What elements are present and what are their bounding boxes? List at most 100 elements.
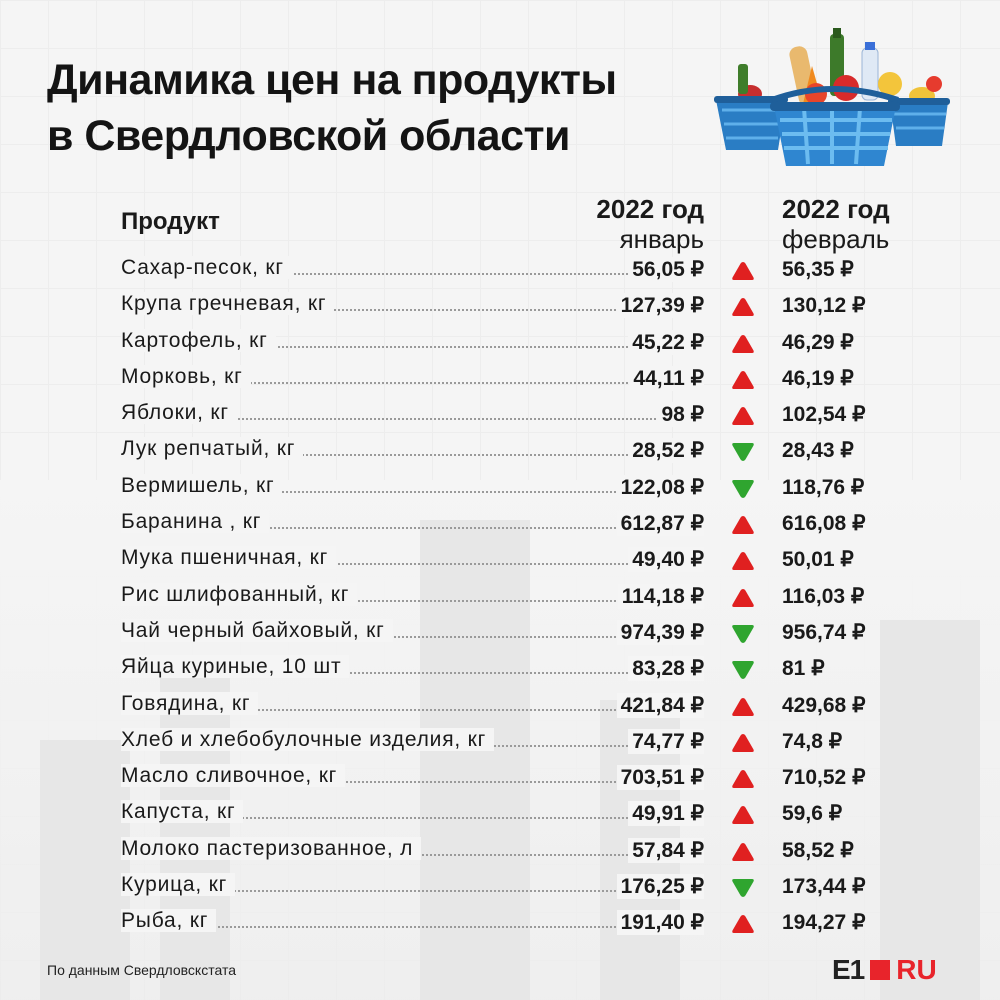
price-february: 74,8 ₽ [782,729,843,753]
product-name: Чай черный байховый, кг [121,618,393,643]
price-february: 102,54 ₽ [782,403,866,427]
e1-logo: E1 RU [832,954,937,985]
product-name: Рыба, кг [121,909,217,933]
product-name-text: Баранина , кг [121,510,270,534]
product-name: Яблоки, кг [121,401,237,425]
product-name-text: Морковь, кг [121,364,251,388]
product-name: Молоко пастеризованное, л [121,836,422,861]
table-row: Яблоки, кг 98 ₽ 102,54 ₽ [0,399,1000,435]
table-row: Мука пшеничная, кг 49,40 ₽ 50,01 ₽ [0,544,1000,580]
dotted-leader [121,817,700,820]
dotted-leader [121,527,700,530]
title-line-1: Динамика цен на продукты [47,56,617,104]
header-january: 2022 год январь [596,194,704,254]
product-name-text: Сахар-песок, кг [121,256,292,279]
table-row: Морковь, кг 44,11 ₽ 46,19 ₽ [0,363,1000,399]
logo-left-text: E1 [832,954,865,985]
trend-down-icon [732,479,754,498]
dotted-leader [121,273,700,275]
title-line-2: в Свердловской области [47,112,570,160]
price-january: 122,08 ₽ [616,474,704,500]
table-row: Лук репчатый, кг 28,52 ₽ 28,43 ₽ [0,435,1000,471]
product-name-text: Вермишель, кг [121,473,283,497]
product-name: Курица, кг [121,873,236,897]
dotted-leader [121,708,700,711]
building-shape [880,620,980,1000]
price-january: 57,84 ₽ [628,837,704,863]
price-january: 45,22 ₽ [628,329,704,355]
product-name-text: Курица, кг [121,873,236,897]
logo-square-icon [870,960,891,980]
product-name: Сахар-песок, кг [121,256,292,280]
product-name-text: Лук репчатый, кг [121,437,304,461]
product-name-text: Яблоки, кг [121,401,237,425]
product-name-text: Масло сливочное, кг [121,764,346,788]
table-row: Говядина, кг 421,84 ₽ 429,68 ₽ [0,690,1000,726]
table-row: Вермишель, кг 122,08 ₽ 118,76 ₽ [0,472,1000,508]
product-name: Крупа гречневая, кг [121,292,335,316]
trend-up-icon [732,370,754,389]
table-row: Картофель, кг 45,22 ₽ 46,29 ₽ [0,327,1000,363]
price-february: 50,01 ₽ [782,548,854,572]
product-name: Баранина , кг [121,510,270,534]
header-february-month: февраль [782,224,890,254]
header-february-year: 2022 год [782,194,890,224]
product-name: Капуста, кг [121,800,244,824]
product-name: Говядина, кг [121,691,259,716]
price-february: 81 ₽ [782,657,825,681]
product-name: Хлеб и хлебобулочные изделия, кг [121,727,495,752]
trend-down-icon [732,443,754,462]
dotted-leader [121,599,700,602]
table-row: Капуста, кг 49,91 ₽ 59,6 ₽ [0,798,1000,834]
trend-up-icon [732,770,754,789]
table-row: Яйца куриные, 10 шт 83,28 ₽ 81 ₽ [0,653,1000,689]
product-name: Картофель, кг [121,328,276,353]
price-february: 46,29 ₽ [782,330,854,354]
product-name-text: Мука пшеничная, кг [121,546,337,570]
table-row: Масло сливочное, кг 703,51 ₽ 710,52 ₽ [0,762,1000,798]
product-name: Масло сливочное, кг [121,764,346,788]
price-january: 49,40 ₽ [628,547,704,573]
trend-up-icon [732,516,754,535]
trend-down-icon [732,879,754,898]
price-february: 118,76 ₽ [782,475,865,499]
trend-up-icon [732,552,754,571]
trend-up-icon [732,407,754,426]
dotted-leader [121,490,700,493]
price-january: 28,52 ₽ [628,438,704,464]
trend-down-icon [732,624,754,643]
price-january: 98 ₽ [657,402,704,428]
dotted-leader [121,418,700,421]
dotted-leader [121,635,700,638]
price-february: 56,35 ₽ [782,258,854,281]
building-shape [40,740,130,1000]
dotted-leader [121,926,700,929]
dotted-leader [121,890,700,893]
price-january: 191,40 ₽ [616,910,704,936]
price-february: 130,12 ₽ [782,294,866,318]
page-title: Динамика цен на продукты в Свердловской … [47,52,617,164]
price-january: 56,05 ₽ [628,257,704,282]
trend-up-icon [732,298,754,317]
price-february: 710,52 ₽ [782,766,866,790]
product-name-text: Хлеб и хлебобулочные изделия, кг [121,727,495,751]
table-row: Баранина , кг 612,87 ₽ 616,08 ₽ [0,508,1000,544]
price-february: 956,74 ₽ [782,620,866,644]
table-row: Крупа гречневая, кг 127,39 ₽ 130,12 ₽ [0,290,1000,326]
trend-up-icon [732,806,754,825]
price-february: 116,03 ₽ [782,584,865,608]
table-row: Сахар-песок, кг 56,05 ₽ 56,35 ₽ [0,254,1000,290]
table-row: Курица, кг 176,25 ₽ 173,44 ₽ [0,871,1000,907]
building-shape [160,660,230,1000]
table-row: Молоко пастеризованное, л 57,84 ₽ 58,52 ₽ [0,835,1000,871]
price-january: 44,11 ₽ [629,365,704,391]
price-february: 28,43 ₽ [782,439,854,463]
price-january: 114,18 ₽ [617,583,704,609]
product-name-text: Чай черный байховый, кг [121,618,393,642]
product-name: Мука пшеничная, кг [121,546,337,570]
price-table: Сахар-песок, кг 56,05 ₽ 56,35 ₽ Крупа гречн… [0,254,1000,944]
product-name-text: Говядина, кг [121,691,259,715]
price-february: 58,52 ₽ [782,838,854,862]
price-january: 703,51 ₽ [616,765,704,791]
price-january: 74,77 ₽ [628,728,704,754]
